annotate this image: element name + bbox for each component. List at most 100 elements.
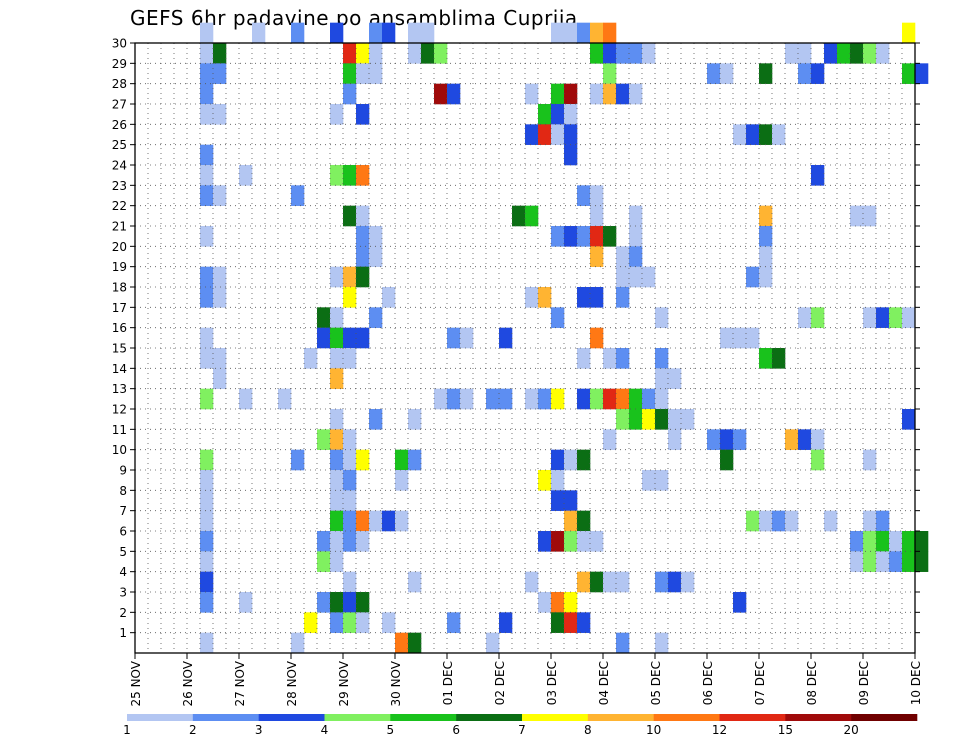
heatmap-cell [616, 83, 630, 105]
heatmap-cell [551, 449, 565, 471]
heatmap-cell [356, 205, 370, 227]
heatmap-cell [343, 592, 357, 613]
y-tick-label: 13 [112, 382, 127, 396]
y-tick-label: 29 [112, 57, 127, 71]
heatmap-cell [200, 551, 214, 572]
heatmap-cell [798, 43, 812, 64]
heatmap-cell [668, 429, 682, 450]
heatmap-cell [915, 63, 929, 84]
heatmap-cell [239, 592, 253, 613]
colorbar-label: 12 [712, 723, 727, 737]
y-tick-label: 9 [119, 464, 127, 478]
heatmap-cell [408, 22, 422, 44]
heatmap-cell [356, 510, 370, 532]
heatmap-cell [811, 63, 825, 84]
heatmap-cell [460, 388, 474, 410]
heatmap-cell [200, 266, 214, 288]
heatmap-cell [772, 510, 786, 532]
heatmap-cell [213, 287, 227, 308]
colorbar-label: 2 [189, 723, 197, 737]
heatmap-cell [590, 205, 604, 227]
heatmap-cell [200, 388, 214, 410]
heatmap-cell [278, 388, 292, 410]
heatmap-cell [590, 43, 604, 64]
heatmap-cell [343, 287, 357, 308]
heatmap-cell [200, 571, 214, 593]
heatmap-cell [577, 531, 591, 552]
heatmap-cell [343, 429, 357, 450]
heatmap-cell [200, 592, 214, 613]
colorbar-segment [719, 714, 786, 721]
heatmap-cell [629, 205, 643, 227]
heatmap-cell [200, 632, 214, 654]
heatmap-cell [317, 429, 331, 450]
x-tick-label: 30 NOV [389, 660, 403, 706]
heatmap-cell [564, 612, 578, 633]
heatmap-cell [499, 327, 513, 349]
x-tick-label: 29 NOV [337, 660, 351, 706]
heatmap-cell [369, 63, 383, 84]
heatmap-cell [395, 449, 409, 471]
heatmap-cell [200, 348, 214, 369]
colorbar-label: 3 [255, 723, 263, 737]
colorbar-segment [587, 714, 654, 721]
heatmap-cell [434, 83, 448, 105]
heatmap-cell [356, 226, 370, 247]
heatmap-cell [408, 632, 422, 654]
heatmap-cell [733, 592, 747, 613]
heatmap-cell [356, 104, 370, 125]
heatmap-cell [590, 388, 604, 410]
heatmap-cell [876, 43, 890, 64]
x-tick-label: 02 DEC [493, 661, 507, 705]
y-tick-label: 23 [112, 179, 127, 193]
heatmap-cell [356, 165, 370, 186]
colorbar-segment [653, 714, 720, 721]
heatmap-cell [395, 470, 409, 491]
heatmap-cell [590, 22, 604, 44]
heatmap-cell [902, 63, 916, 84]
heatmap-cell [642, 43, 656, 64]
colorbar-label: 4 [321, 723, 329, 737]
heatmap-cell [200, 185, 214, 206]
heatmap-cell [681, 409, 695, 430]
heatmap-cell [551, 22, 565, 44]
heatmap-cell [616, 43, 630, 64]
heatmap-cell [590, 185, 604, 206]
heatmap-cell [876, 551, 890, 572]
heatmap-cell [317, 531, 331, 552]
y-tick-label: 25 [112, 138, 127, 152]
heatmap-cell [239, 388, 253, 410]
heatmap-cell [902, 22, 916, 44]
heatmap-cell [564, 124, 578, 145]
heatmap-cell [642, 388, 656, 410]
heatmap-cell [590, 287, 604, 308]
heatmap-cell [629, 43, 643, 64]
heatmap-cell [590, 226, 604, 247]
heatmap-cell [616, 287, 630, 308]
heatmap-cell [811, 307, 825, 328]
heatmap-cell [538, 104, 552, 125]
heatmap-cell [577, 287, 591, 308]
heatmap-cell [213, 104, 227, 125]
heatmap-cell [330, 307, 344, 328]
heatmap-cell [590, 246, 604, 267]
y-tick-label: 8 [119, 484, 127, 498]
heatmap-cell [343, 348, 357, 369]
heatmap-cell [889, 531, 903, 552]
heatmap-cell [863, 531, 877, 552]
heatmap-cell [538, 470, 552, 491]
heatmap-cell [343, 449, 357, 471]
heatmap-cell [577, 226, 591, 247]
y-tick-label: 17 [112, 301, 127, 315]
heatmap-cell [330, 490, 344, 511]
heatmap-cell [577, 388, 591, 410]
heatmap-cell [590, 83, 604, 105]
heatmap-cell [200, 226, 214, 247]
heatmap-cell [525, 205, 539, 227]
x-tick-label: 06 DEC [701, 661, 715, 705]
heatmap-cell [603, 388, 617, 410]
colorbar-label: 7 [518, 723, 526, 737]
heatmap-cell [655, 388, 669, 410]
heatmap-cell [200, 327, 214, 349]
